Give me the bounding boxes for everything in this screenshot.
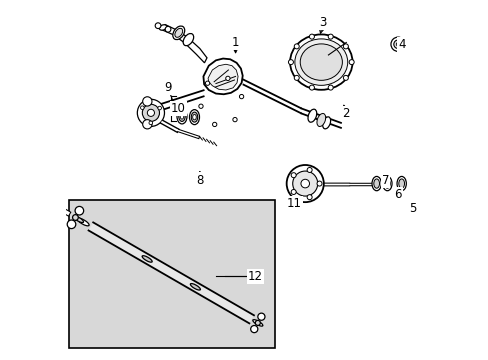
Ellipse shape [384,179,389,188]
Polygon shape [162,24,206,63]
Ellipse shape [371,176,381,191]
Circle shape [232,117,237,122]
Circle shape [149,121,152,125]
Circle shape [205,81,209,85]
Text: 3: 3 [319,16,326,29]
Ellipse shape [183,33,193,46]
Circle shape [239,94,243,99]
Circle shape [255,320,260,325]
Ellipse shape [289,35,352,90]
Ellipse shape [73,216,83,222]
Text: 9: 9 [163,81,171,94]
Circle shape [142,120,152,129]
Circle shape [67,220,76,229]
Ellipse shape [322,117,330,129]
Text: 8: 8 [196,174,203,186]
Circle shape [140,106,144,109]
Circle shape [250,325,257,333]
Circle shape [199,104,203,108]
Circle shape [343,75,347,80]
Circle shape [147,109,154,116]
Ellipse shape [396,176,406,191]
Text: 11: 11 [286,197,302,210]
Ellipse shape [191,112,197,122]
Circle shape [343,44,347,49]
Circle shape [327,85,332,90]
Ellipse shape [172,26,184,40]
Circle shape [75,206,83,215]
Circle shape [294,44,299,49]
Circle shape [292,171,317,196]
Polygon shape [203,59,242,94]
Circle shape [72,215,78,220]
Polygon shape [207,64,238,90]
Ellipse shape [159,25,166,30]
Circle shape [290,189,296,194]
Circle shape [316,181,322,186]
Circle shape [165,26,171,32]
Polygon shape [88,222,253,323]
Ellipse shape [177,109,186,124]
Circle shape [348,60,353,64]
Ellipse shape [179,111,185,121]
Ellipse shape [252,320,263,326]
Ellipse shape [307,109,316,122]
Circle shape [300,179,309,188]
Text: 1: 1 [231,36,239,49]
Text: 10: 10 [171,102,185,115]
Ellipse shape [294,39,347,85]
Ellipse shape [189,110,199,125]
Ellipse shape [54,205,63,211]
Circle shape [306,195,311,200]
Text: 4: 4 [397,38,405,51]
Ellipse shape [382,176,391,191]
Circle shape [290,173,296,178]
Text: 12: 12 [247,270,262,283]
Text: 6: 6 [393,188,401,201]
Circle shape [257,313,264,320]
Text: 5: 5 [408,202,415,215]
Circle shape [288,60,293,64]
Ellipse shape [398,179,404,188]
Circle shape [306,167,311,172]
Circle shape [137,99,164,126]
Ellipse shape [373,179,379,188]
Text: 7: 7 [381,174,388,186]
Ellipse shape [77,218,89,226]
Ellipse shape [316,113,325,126]
Circle shape [142,97,152,106]
Circle shape [309,85,314,90]
Circle shape [294,75,299,80]
Bar [69,200,274,348]
Circle shape [395,42,399,46]
Circle shape [393,40,402,49]
Circle shape [158,106,161,110]
Ellipse shape [300,44,342,80]
Circle shape [327,34,332,39]
Circle shape [390,37,405,51]
Circle shape [309,34,314,39]
Ellipse shape [192,114,196,120]
Circle shape [155,23,161,28]
Ellipse shape [180,114,183,119]
Ellipse shape [175,28,183,37]
Text: 2: 2 [342,107,349,120]
Circle shape [225,76,229,81]
Circle shape [286,165,323,202]
Circle shape [142,104,159,121]
Ellipse shape [142,256,152,262]
Ellipse shape [190,284,200,290]
Circle shape [212,122,216,127]
